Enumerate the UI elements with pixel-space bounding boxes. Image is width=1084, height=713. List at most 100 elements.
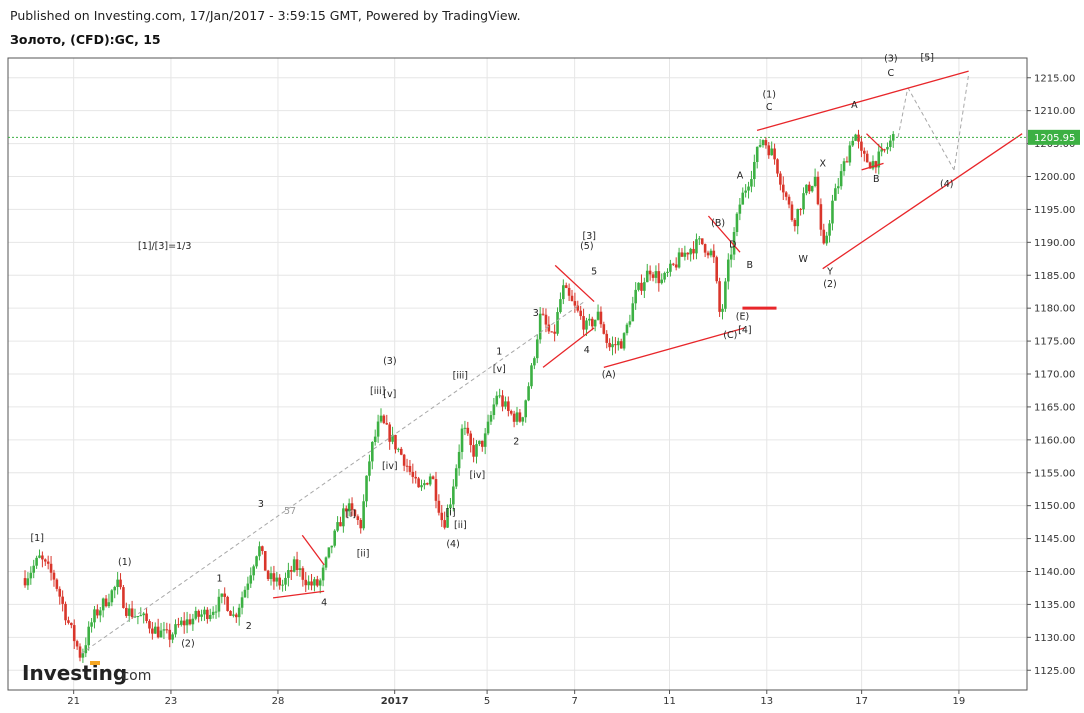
candle-body [61, 596, 64, 604]
candle-body [836, 186, 840, 189]
x-tick-label: 13 [760, 696, 773, 707]
candle-body [295, 559, 299, 571]
candle-body [434, 479, 438, 501]
candle-body [191, 618, 195, 625]
candle-body [680, 252, 684, 257]
wave-label: 4 [584, 345, 590, 356]
candle-body [512, 413, 516, 422]
trend-line[interactable] [822, 133, 1023, 270]
price-axis[interactable]: 1215.001210.001205.001200.001195.001190.… [1027, 73, 1075, 677]
trend-line[interactable] [273, 590, 325, 599]
trend-line[interactable] [603, 327, 746, 369]
y-tick-label: 1185.00 [1034, 271, 1075, 282]
candle-body [628, 321, 632, 325]
x-tick-label: 11 [663, 696, 676, 707]
candle-body [463, 427, 467, 429]
candle-body [399, 448, 403, 455]
wave-label: [ii] [357, 548, 370, 559]
candle-body [735, 213, 739, 233]
wave-label: (2) [181, 639, 194, 650]
candle-body [347, 503, 351, 512]
y-tick-label: 1175.00 [1034, 337, 1075, 348]
y-tick-label: 1160.00 [1034, 435, 1075, 446]
wave-labels-layer: [1](1)(2)1234[i][ii][iii](3)[v][iv][i][i… [30, 53, 953, 650]
candle-body [556, 312, 559, 334]
candle-body [182, 620, 186, 626]
candle-body [52, 572, 56, 580]
x-tick-label: 2017 [381, 696, 409, 707]
candle-body [269, 573, 273, 580]
x-tick-label: 17 [855, 696, 868, 707]
candle-body [486, 421, 490, 434]
y-tick-label: 1165.00 [1034, 402, 1075, 413]
candle-body [729, 254, 733, 260]
candle-body [423, 483, 426, 486]
trend-line[interactable] [301, 534, 325, 566]
candle-body [101, 598, 105, 611]
candle-body [721, 308, 724, 312]
candle-body [385, 423, 389, 425]
candle-body [289, 570, 293, 572]
candle-body [553, 331, 556, 334]
candle-body [475, 444, 478, 457]
candle-body [278, 577, 282, 586]
candle-body [203, 609, 206, 615]
projection-line[interactable] [897, 87, 909, 138]
candle-body [313, 579, 316, 586]
candle-body [214, 611, 218, 613]
wave-label: [iii] [370, 386, 385, 397]
published-caption: Published on Investing.com, 17/Jan/2017 … [10, 8, 521, 23]
wave-label: C [766, 102, 773, 113]
candle-body [327, 547, 331, 558]
candle-body [692, 248, 695, 254]
candle-body [753, 161, 756, 180]
wave-label: [i] [346, 509, 356, 520]
candle-body [336, 522, 339, 531]
x-tick-label: 19 [953, 696, 966, 707]
candle-body [570, 295, 574, 302]
projection-line[interactable] [953, 74, 970, 170]
wave-label: [iii] [453, 371, 468, 382]
candle-body [541, 313, 545, 315]
candle-body [330, 545, 334, 548]
candle-body [805, 184, 808, 194]
trend-line[interactable] [707, 215, 741, 253]
candle-body [617, 341, 620, 346]
candle-body [489, 415, 493, 422]
candle-body [689, 248, 692, 255]
time-axis[interactable]: 21 23 28 2017 5 7 11 13 17 19 [67, 690, 965, 707]
projection-line[interactable] [907, 87, 955, 171]
candle-body [779, 173, 782, 185]
investing-logo[interactable]: Investing .com [22, 661, 151, 685]
candle-body [518, 412, 522, 422]
trend-line[interactable] [861, 162, 884, 171]
candle-body [645, 270, 649, 283]
candle-body [538, 313, 542, 340]
candle-body [593, 319, 597, 327]
wave-label: W [799, 254, 809, 265]
candle-body [281, 584, 284, 586]
candle-body [249, 575, 253, 584]
trend-line[interactable] [866, 133, 884, 151]
y-tick-label: 1140.00 [1034, 567, 1075, 578]
trend-line[interactable] [542, 327, 595, 368]
candle-body [677, 252, 681, 268]
trend-line[interactable] [554, 264, 595, 303]
candle-body [573, 301, 577, 306]
wave-label: 2 [246, 621, 252, 632]
candle-body [796, 208, 800, 227]
candle-body [640, 282, 643, 291]
candle-body [576, 305, 580, 311]
candle-body [408, 465, 412, 472]
projection-line[interactable] [80, 301, 585, 655]
candle-body [246, 583, 250, 590]
wave-label: (C) [723, 330, 737, 341]
trend-line[interactable] [756, 70, 969, 132]
candle-body [608, 342, 611, 348]
candle-body [700, 238, 704, 245]
candle-body [605, 333, 609, 343]
candle-body [388, 424, 391, 442]
candle-body [127, 608, 131, 616]
wave-label: B [746, 260, 753, 271]
